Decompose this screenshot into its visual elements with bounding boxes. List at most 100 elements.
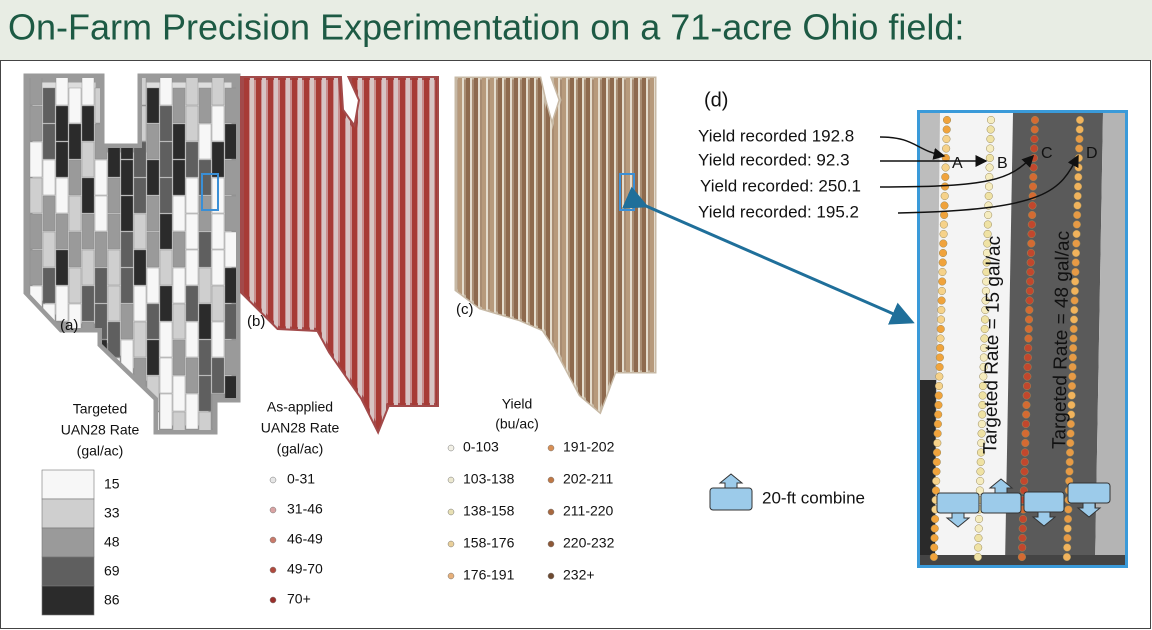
rate-block <box>185 429 199 430</box>
applied-stripe <box>298 78 302 430</box>
legend-swatch <box>41 556 95 587</box>
rate-block <box>42 87 56 124</box>
yield-stripe <box>590 78 592 412</box>
rate-block <box>146 195 160 232</box>
yield-point <box>1021 429 1030 438</box>
yield-point <box>1026 277 1035 286</box>
yield-point <box>933 419 942 429</box>
yield-stripe <box>578 78 582 412</box>
point-label: B <box>997 155 1008 172</box>
yield-point <box>934 400 943 410</box>
yield-point <box>930 524 939 533</box>
zoom-arrow <box>621 186 915 325</box>
rate-block <box>224 231 236 268</box>
rate-block <box>224 411 236 430</box>
rate-block <box>94 159 108 196</box>
legend-title: Yield <box>502 396 533 412</box>
rate-block <box>159 357 173 394</box>
yield-point <box>1027 220 1036 229</box>
yield-stripe <box>554 78 558 412</box>
rate-block <box>185 105 199 142</box>
yield-stripe <box>582 78 584 412</box>
rate-block <box>159 105 173 142</box>
yield-point <box>935 362 944 372</box>
rate-block <box>146 339 160 376</box>
rate-block <box>172 375 186 412</box>
rate-block <box>107 177 121 214</box>
rate-block <box>159 393 173 430</box>
legend-label: 176-191 <box>463 567 515 583</box>
legend-label: 70+ <box>287 591 311 607</box>
yield-point <box>937 305 946 315</box>
yield-point <box>1069 334 1078 343</box>
rate-block <box>211 357 225 394</box>
legend-dot <box>447 508 455 516</box>
yield-point <box>1065 457 1074 467</box>
yield-point <box>979 372 988 381</box>
yield-point <box>984 182 994 191</box>
yield-stripe <box>466 78 470 412</box>
yield-stripe <box>514 78 518 412</box>
rate-block <box>94 267 108 304</box>
yield-point <box>1023 372 1032 381</box>
rate-block <box>159 78 173 106</box>
applied-stripe <box>322 78 326 430</box>
yield-point <box>1022 381 1032 391</box>
rate-block <box>172 411 186 430</box>
yield-stripe <box>574 78 576 412</box>
yield-point <box>1069 343 1078 353</box>
applied-stripe <box>304 78 309 430</box>
yield-point <box>985 163 994 172</box>
yield-point <box>979 362 988 372</box>
map-label: (c) <box>456 301 474 318</box>
legend-label: 191-202 <box>563 439 615 455</box>
yield-point <box>942 125 951 134</box>
rate-block <box>146 303 160 340</box>
rate-block <box>211 249 225 286</box>
yield-stripe <box>650 78 654 412</box>
applied-stripe <box>418 78 422 430</box>
yield-point <box>975 486 984 495</box>
rate-block <box>29 357 43 394</box>
rate-block <box>68 195 82 232</box>
yield-stripe <box>618 78 622 412</box>
yield-point <box>1063 514 1073 524</box>
yield-stripe <box>494 78 496 412</box>
yield-point <box>1066 429 1075 438</box>
yield-point <box>931 486 940 495</box>
rate-block <box>159 213 173 250</box>
yield-point <box>934 391 943 400</box>
yield-stripe <box>622 78 624 412</box>
rate-block <box>172 195 186 232</box>
yield-point <box>1067 400 1076 410</box>
applied-stripe <box>334 78 338 430</box>
yield-point <box>973 552 982 562</box>
annotation-arrows <box>879 136 1079 214</box>
panel-label: (d) <box>704 89 728 111</box>
rate-label: Targeted Rate = 48 gal/ac <box>1049 231 1074 449</box>
yield-point <box>933 429 942 438</box>
yield-point <box>1028 182 1038 191</box>
rate-block <box>68 231 82 268</box>
yield-point <box>977 438 986 448</box>
applied-stripe <box>364 78 369 430</box>
yield-stripe <box>510 78 512 412</box>
yield-point <box>1030 134 1039 144</box>
yield-point <box>1073 201 1082 210</box>
rate-block <box>198 303 212 340</box>
legend-dot <box>447 444 455 452</box>
yield-point <box>1030 125 1039 134</box>
yield-stripe <box>478 78 480 412</box>
rate-block <box>133 213 147 250</box>
yield-point <box>980 324 989 334</box>
yield-point <box>1066 438 1075 448</box>
legend-dot <box>269 506 277 514</box>
yield-point <box>1071 277 1080 286</box>
legend-title: UAN28 Rate <box>261 420 340 436</box>
rate-block <box>159 429 173 430</box>
yield-point <box>932 476 941 486</box>
rate-block <box>133 177 147 214</box>
rate-block <box>172 339 186 376</box>
yield-point <box>1063 524 1072 533</box>
applied-stripe <box>268 78 273 430</box>
